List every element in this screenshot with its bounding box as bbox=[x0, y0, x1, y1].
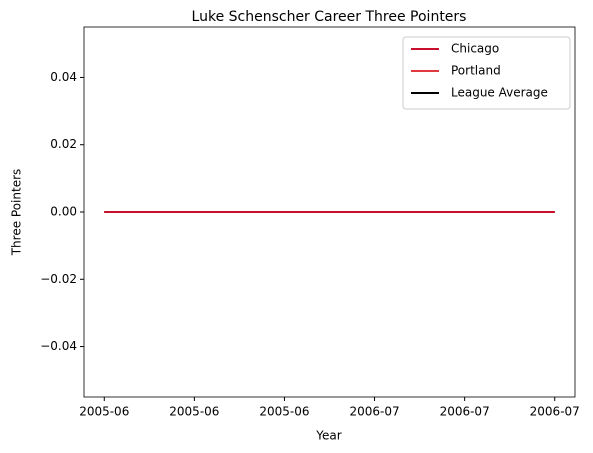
x-tick-label: 2005-06 bbox=[169, 405, 219, 419]
y-tick-label: 0.02 bbox=[50, 137, 77, 151]
legend-label: Chicago bbox=[451, 42, 499, 56]
y-tick-label: 0.00 bbox=[50, 205, 77, 219]
legend-label: Portland bbox=[451, 64, 501, 78]
x-tick-label: 2006-07 bbox=[349, 405, 399, 419]
y-tick-label: 0.04 bbox=[50, 70, 77, 84]
x-tick-label: 2005-06 bbox=[79, 405, 129, 419]
plot-frame bbox=[83, 26, 576, 398]
x-tick-label: 2005-06 bbox=[259, 405, 309, 419]
legend-box bbox=[402, 36, 571, 110]
chart-title: Luke Schenscher Career Three Pointers bbox=[192, 9, 467, 25]
x-tick-label: 2006-07 bbox=[530, 405, 580, 419]
legend-label: League Average bbox=[451, 86, 548, 100]
y-axis-label: Three Pointers bbox=[10, 169, 24, 257]
y-tick-label: −0.04 bbox=[40, 339, 77, 353]
y-tick-label: −0.02 bbox=[40, 272, 77, 286]
x-axis-label: Year bbox=[315, 429, 341, 443]
x-tick-label: 2006-07 bbox=[440, 405, 490, 419]
